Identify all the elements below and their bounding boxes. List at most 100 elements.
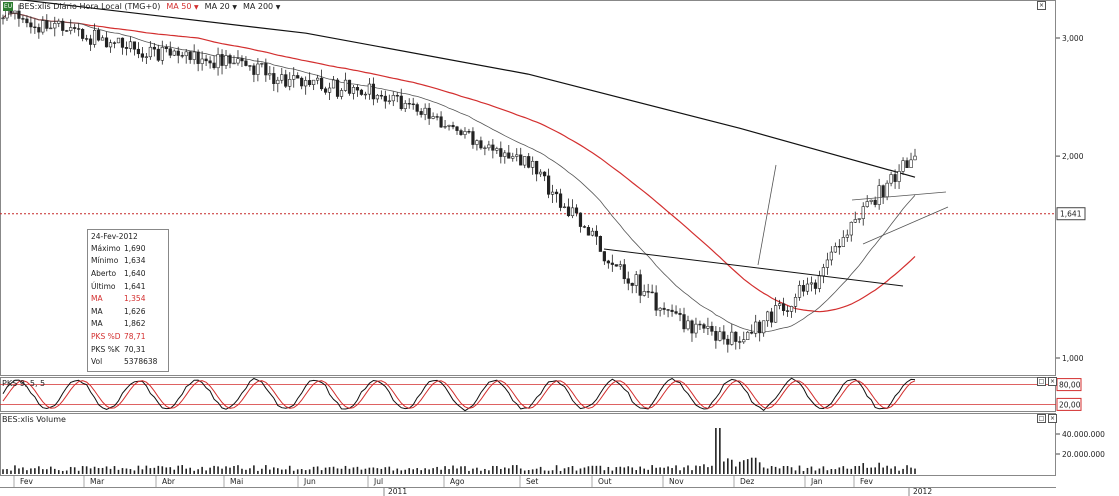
candle-body — [471, 131, 475, 145]
month-label: Dez — [740, 477, 754, 486]
candle-body — [172, 50, 176, 56]
data-window-label: Mínimo — [91, 256, 119, 266]
candle-body — [662, 307, 666, 310]
candle-body — [463, 131, 467, 135]
candle-body — [467, 131, 471, 133]
candle-body — [108, 42, 113, 48]
ma20-toggle[interactable]: MA 20 ▼ — [204, 1, 237, 11]
candle-body — [327, 87, 332, 93]
candle-body — [459, 130, 463, 135]
month-label: Out — [598, 477, 612, 486]
pks-title: PKS 9, 5, 5 — [2, 379, 45, 388]
candle-body — [331, 79, 336, 89]
candle-body — [813, 282, 818, 289]
candle-body — [893, 174, 897, 182]
price-tick-label: 2,000 — [1062, 152, 1084, 161]
candle-body — [439, 116, 443, 128]
candle-body — [901, 160, 905, 172]
month-label: Set — [526, 477, 538, 486]
candle-body — [419, 111, 423, 115]
candle-body — [45, 20, 49, 29]
candle-body — [343, 79, 348, 91]
candle-body — [570, 207, 575, 217]
data-window-row: MA 1,354 — [88, 292, 168, 305]
data-window-value: 5378638 — [124, 357, 158, 367]
ma50-toggle[interactable]: MA 50 ▼ — [166, 1, 199, 11]
year-label: 2011 — [388, 487, 407, 496]
candle-body — [5, 10, 9, 19]
candle-body — [602, 251, 606, 262]
candle-body — [479, 140, 483, 149]
trendline-lower — [862, 206, 949, 245]
price-panel-frame — [0, 0, 1056, 376]
candle-body — [268, 73, 272, 76]
candle-body — [845, 234, 849, 238]
close-icon[interactable]: × — [1048, 377, 1057, 386]
candle-body — [375, 94, 379, 100]
candle-body — [797, 285, 802, 298]
candle-body — [316, 77, 320, 81]
candle-body — [29, 22, 33, 28]
candle-body — [682, 314, 686, 330]
month-label: Jun — [303, 477, 316, 486]
candle-body — [825, 259, 829, 268]
candle-body — [507, 152, 511, 159]
candle-body — [188, 51, 192, 60]
volume-title: BES:xlis Volume — [2, 415, 66, 424]
candle-body — [801, 285, 806, 292]
candle-body — [698, 323, 702, 326]
close-icon[interactable]: × — [1037, 1, 1046, 10]
data-window-label: Vol — [91, 357, 103, 367]
close-icon[interactable]: × — [1048, 414, 1057, 423]
candle-body — [905, 160, 909, 168]
price-tick-label: 3,000 — [1062, 34, 1084, 43]
candle-body — [499, 148, 503, 157]
candle-body — [208, 60, 212, 64]
candle-body — [124, 47, 129, 49]
candle-body — [387, 100, 391, 102]
minimize-icon[interactable]: □ — [1037, 377, 1046, 386]
candle-body — [897, 171, 901, 182]
candle-body — [112, 42, 117, 44]
candle-body — [312, 79, 316, 86]
candle-body — [491, 144, 495, 151]
candle-body — [606, 260, 610, 264]
candle-body — [558, 193, 563, 208]
candle-body — [554, 191, 559, 195]
candle-body — [531, 160, 535, 168]
candle-body — [622, 264, 626, 280]
candle-body — [455, 126, 459, 131]
ma200-toggle[interactable]: MA 200 ▼ — [242, 1, 281, 11]
candle-body — [399, 95, 403, 109]
candle-body — [511, 156, 515, 159]
candle-body — [180, 55, 184, 57]
candle-body — [849, 221, 853, 236]
pks-level-label: 80,00 — [1059, 381, 1081, 390]
candle-body — [515, 154, 519, 157]
candle-body — [427, 107, 431, 119]
candle-body — [821, 267, 826, 277]
candle-body — [837, 245, 841, 248]
symbol-title[interactable]: BES:xlis Diário Hora Local (TMG+0) — [19, 1, 161, 11]
candle-body — [100, 37, 105, 41]
candle-body — [674, 311, 678, 314]
volume-tick-label: 40.000.000 — [1062, 430, 1105, 439]
candle-body — [793, 297, 798, 307]
candle-body — [383, 95, 387, 102]
data-window-label: Máximo — [91, 243, 121, 253]
candle-body — [447, 125, 451, 127]
minimize-icon[interactable]: □ — [1037, 414, 1046, 423]
candle-body — [244, 60, 248, 66]
market-logo-icon: EU — [3, 1, 13, 11]
candle-body — [658, 307, 662, 311]
candle-body — [483, 147, 487, 149]
candle-body — [264, 63, 268, 76]
candle-body — [148, 46, 152, 58]
ma200-line — [17, 0, 916, 178]
candle-body — [913, 155, 917, 161]
data-window-label: PKS %K — [91, 344, 120, 354]
candle-body — [909, 159, 913, 168]
candle-body — [320, 77, 324, 90]
candle-body — [300, 77, 304, 87]
candle-body — [371, 83, 375, 100]
